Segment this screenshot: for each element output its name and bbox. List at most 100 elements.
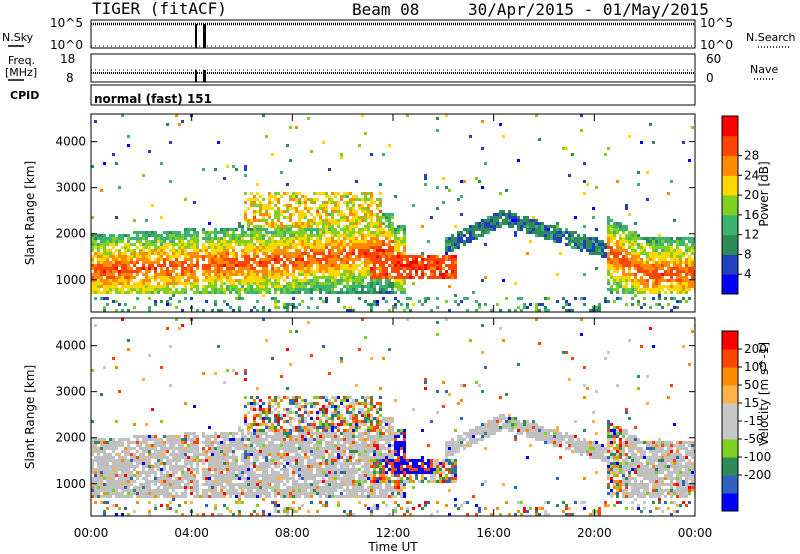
scatter-cell (304, 237, 307, 240)
scatter-cell (289, 126, 292, 129)
scatter-cell (268, 255, 271, 258)
scatter-cell (109, 279, 112, 282)
scatter-cell (265, 471, 268, 474)
scatter-cell (613, 228, 616, 231)
scatter-cell (100, 474, 103, 477)
scatter-cell (181, 480, 184, 483)
scatter-cell (172, 435, 175, 438)
scatter-cell (262, 510, 265, 513)
scatter-cell (607, 252, 610, 255)
scatter-cell (658, 246, 661, 249)
scatter-cell (220, 267, 223, 270)
scatter-cell (343, 273, 346, 276)
scatter-cell (214, 456, 217, 459)
scatter-cell (334, 270, 337, 273)
scatter-cell (664, 249, 667, 252)
scatter-cell (376, 261, 379, 264)
scatter-cell (175, 456, 178, 459)
scatter-cell (310, 201, 313, 204)
scatter-cell (427, 261, 430, 264)
scatter-cell (631, 246, 634, 249)
scatter-cell (277, 438, 280, 441)
scatter-cell (616, 291, 619, 294)
scatter-cell (337, 219, 340, 222)
scatter-cell (256, 309, 259, 312)
scatter-cell (205, 285, 208, 288)
scatter-cell (139, 486, 142, 489)
scatter-cell (658, 252, 661, 255)
scatter-cell (676, 279, 679, 282)
scatter-cell (184, 237, 187, 240)
scatter-cell (445, 237, 448, 240)
scatter-cell (373, 273, 376, 276)
scatter-cell (175, 471, 178, 474)
scatter-cell (172, 246, 175, 249)
scatter-cell (196, 435, 199, 438)
scatter-cell (295, 264, 298, 267)
scatter-cell (307, 282, 310, 285)
scatter-cell (421, 273, 424, 276)
scatter-cell (658, 258, 661, 261)
scatter-cell (433, 273, 436, 276)
scatter-cell (316, 210, 319, 213)
scatter-cell (382, 288, 385, 291)
scatter-cell (250, 471, 253, 474)
scatter-cell (256, 402, 259, 405)
scatter-cell (322, 273, 325, 276)
scatter-cell (307, 225, 310, 228)
scatter-cell (523, 303, 526, 306)
scatter-cell (142, 273, 145, 276)
scatter-cell (127, 495, 130, 498)
scatter-cell (415, 267, 418, 270)
scatter-cell (262, 237, 265, 240)
scatter-cell (106, 492, 109, 495)
scatter-cell (259, 465, 262, 468)
scatter-cell (163, 270, 166, 273)
scatter-cell (226, 474, 229, 477)
scatter-cell (484, 219, 487, 222)
scatter-cell (253, 480, 256, 483)
scatter-cell (292, 198, 295, 201)
scatter-cell (595, 309, 598, 312)
scatter-cell (208, 474, 211, 477)
scatter-cell (556, 234, 559, 237)
scatter-cell (640, 258, 643, 261)
scatter-cell (208, 477, 211, 480)
scatter-cell (265, 276, 268, 279)
scatter-cell (367, 252, 370, 255)
scatter-cell (151, 453, 154, 456)
scatter-cell (202, 453, 205, 456)
scatter-cell (451, 246, 454, 249)
scatter-cell (298, 270, 301, 273)
scatter-cell (334, 204, 337, 207)
scatter-cell (691, 252, 694, 255)
scatter-cell (358, 240, 361, 243)
scatter-cell (592, 240, 595, 243)
scatter-cell (517, 222, 520, 225)
scatter-cell (259, 261, 262, 264)
scatter-cell (157, 450, 160, 453)
scatter-cell (307, 219, 310, 222)
scatter-cell (112, 273, 115, 276)
scatter-cell (556, 300, 559, 303)
scatter-cell (274, 279, 277, 282)
scatter-cell (331, 291, 334, 294)
scatter-cell (667, 237, 670, 240)
scatter-cell (382, 249, 385, 252)
scatter-cell (340, 264, 343, 267)
scatter-cell (400, 228, 403, 231)
scatter-cell (142, 486, 145, 489)
scatter-cell (217, 513, 220, 516)
scatter-cell (160, 459, 163, 462)
scatter-cell (652, 291, 655, 294)
scatter-cell (370, 213, 373, 216)
scatter-cell (109, 465, 112, 468)
scatter-cell (268, 207, 271, 210)
scatter-cell (307, 270, 310, 273)
scatter-cell (331, 192, 334, 195)
scatter-cell (142, 249, 145, 252)
scatter-cell (262, 441, 265, 444)
scatter-cell (193, 495, 196, 498)
scatter-cell (142, 237, 145, 240)
scatter-cell (142, 462, 145, 465)
